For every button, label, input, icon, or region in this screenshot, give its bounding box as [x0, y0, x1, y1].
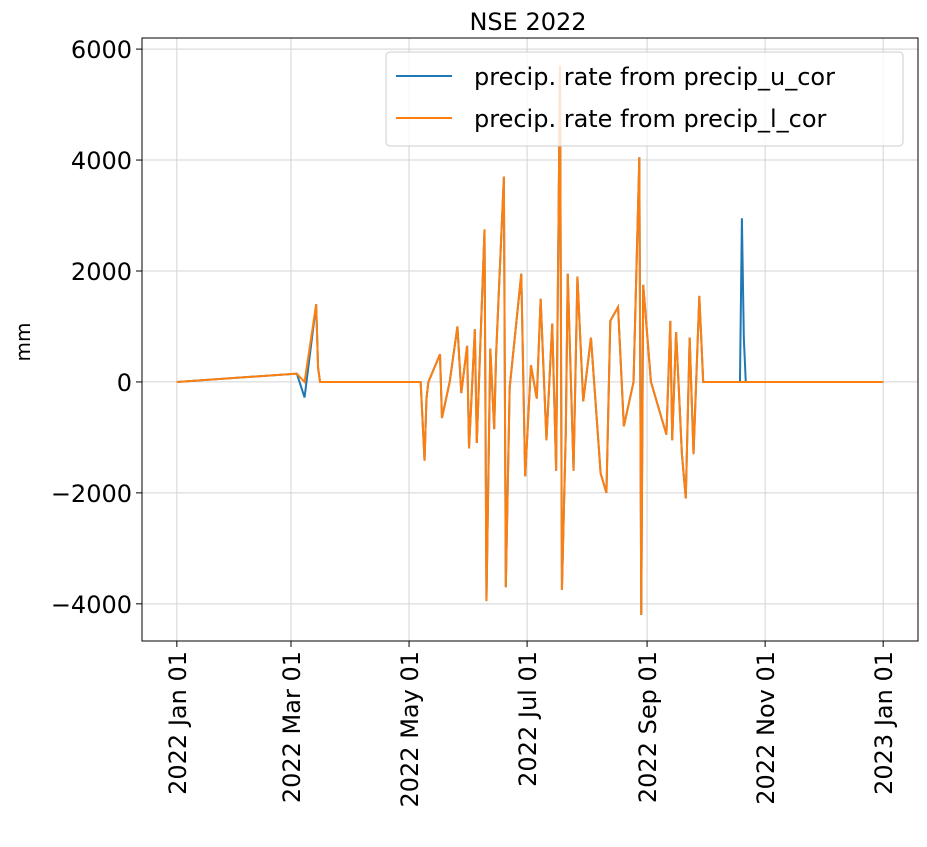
x-tick-label: 2022 Jul 01: [514, 651, 542, 787]
y-axis-label: mm: [11, 323, 35, 362]
x-tick-label: 2022 Mar 01: [278, 651, 306, 803]
legend: precip. rate from precip_u_cor precip. ra…: [385, 51, 904, 147]
legend-label: precip. rate from precip_u_cor: [474, 63, 835, 91]
x-tick-label: 2022 Sep 01: [634, 651, 662, 803]
plot-frame: [141, 37, 919, 642]
chart-title: NSE 2022: [469, 8, 586, 36]
y-tick-label: 6000: [71, 36, 132, 64]
x-tick-label: 2022 May 01: [396, 651, 424, 808]
x-tick-label: 2022 Nov 01: [752, 651, 780, 805]
x-tick-label: 2022 Jan 01: [164, 651, 192, 795]
series-line: [176, 65, 884, 615]
y-tick-label: −4000: [51, 591, 132, 619]
x-tick-label: 2023 Jan 01: [870, 651, 898, 795]
legend-box: [385, 51, 904, 147]
series-line: [176, 65, 884, 615]
legend-label: precip. rate from precip_l_cor: [474, 105, 827, 133]
y-tick-label: 4000: [71, 147, 132, 175]
y-tick-label: 2000: [71, 258, 132, 286]
y-tick-label: −2000: [51, 480, 132, 508]
y-tick-label: 0: [117, 369, 132, 397]
